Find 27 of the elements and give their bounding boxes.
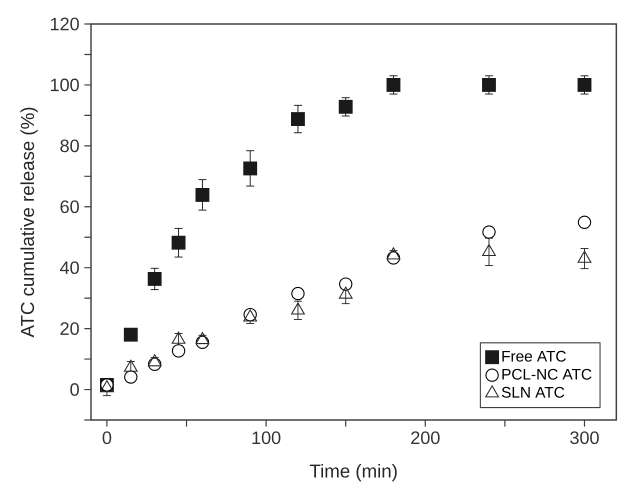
y-tick-label: 120 — [50, 18, 79, 30]
point — [482, 78, 496, 92]
point — [386, 78, 400, 92]
x-tick-label: 100 — [252, 431, 280, 444]
point — [124, 328, 138, 342]
y-axis-title: ATC cumulative release (%) — [20, 108, 38, 338]
y-tick-label: 20 — [60, 322, 79, 335]
x-axis-title: Time (min) — [310, 464, 397, 482]
point — [578, 78, 592, 92]
point — [148, 272, 162, 286]
point — [196, 188, 210, 202]
legend-label: PCL-NC ATC — [502, 368, 592, 380]
point — [338, 100, 353, 114]
legend-label: SLN ATC — [502, 386, 564, 398]
x-tick-label: 300 — [570, 431, 599, 444]
point — [172, 236, 186, 250]
x-tick-label: 0 — [102, 431, 112, 444]
point — [291, 112, 305, 126]
x-tick-label: 200 — [411, 431, 440, 444]
y-tick-label: 80 — [60, 139, 79, 152]
y-tick-label: 60 — [60, 200, 79, 214]
y-tick-label: 40 — [60, 261, 79, 274]
y-tick-label: 0 — [70, 383, 79, 396]
legend-label: Free ATC — [502, 350, 566, 362]
point — [339, 277, 352, 291]
y-tick-label: 100 — [50, 78, 79, 92]
point — [243, 161, 258, 176]
